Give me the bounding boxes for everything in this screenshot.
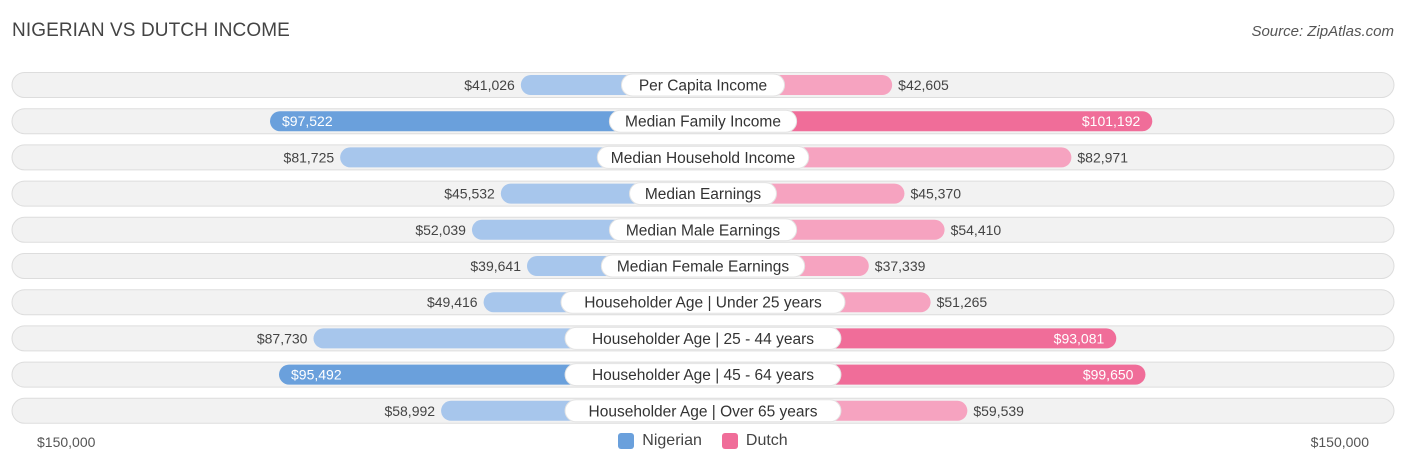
- category-pill-householder-age-over-65-years: [564, 399, 842, 423]
- chart-title: NIGERIAN VS DUTCH INCOME: [12, 20, 290, 41]
- value-label-nigerian-householder-age-over-65-years: $58,992: [384, 403, 435, 419]
- value-label-dutch-median-male-earnings: $54,410: [951, 222, 1002, 238]
- legend-item-dutch[interactable]: Dutch: [721, 432, 788, 450]
- legend-swatch-dutch: [721, 433, 738, 449]
- category-pill-householder-age-25-44-years: [564, 326, 842, 350]
- category-pill-median-family-income: [608, 109, 798, 133]
- value-label-dutch-householder-age-45-64-years: $99,650: [1083, 367, 1134, 383]
- value-label-dutch-median-household-income: $82,971: [1077, 149, 1128, 165]
- axis-right-label: $150,000: [1310, 434, 1369, 450]
- value-label-nigerian-median-family-income: $97,522: [282, 113, 333, 129]
- category-label-median-male-earnings: Median Male Earnings: [626, 222, 780, 239]
- value-label-dutch-householder-age-under-25-years: $51,265: [937, 294, 988, 310]
- value-label-dutch-median-earnings: $45,370: [910, 186, 961, 202]
- value-label-nigerian-median-household-income: $81,725: [284, 149, 335, 165]
- bar-dutch-median-family-income: [703, 111, 1153, 132]
- legend-item-nigerian[interactable]: Nigerian: [618, 432, 702, 450]
- category-pill-median-household-income: [596, 145, 810, 169]
- value-label-dutch-median-family-income: $101,192: [1082, 113, 1141, 129]
- category-label-median-female-earnings: Median Female Earnings: [617, 259, 790, 276]
- value-label-nigerian-householder-age-45-64-years: $95,492: [291, 367, 342, 383]
- legend: Nigerian Dutch: [0, 432, 1406, 450]
- category-label-householder-age-25-44-years: Householder Age | 25 - 44 years: [592, 331, 814, 348]
- axis-left-label: $150,000: [37, 434, 96, 450]
- category-pill-median-male-earnings: [608, 218, 798, 242]
- legend-swatch-nigerian: [618, 433, 635, 449]
- legend-label-nigerian: Nigerian: [642, 432, 702, 449]
- value-label-dutch-householder-age-25-44-years: $93,081: [1054, 330, 1105, 346]
- category-pill-per-capita-income: [620, 73, 786, 97]
- value-label-nigerian-median-male-earnings: $52,039: [415, 222, 466, 238]
- bar-nigerian-median-family-income: [270, 111, 703, 132]
- category-label-median-household-income: Median Household Income: [611, 150, 795, 167]
- category-label-householder-age-over-65-years: Householder Age | Over 65 years: [589, 403, 818, 420]
- value-label-nigerian-per-capita-income: $41,026: [464, 77, 515, 93]
- category-label-median-family-income: Median Family Income: [625, 114, 781, 131]
- category-pill-householder-age-45-64-years: [564, 363, 842, 387]
- category-label-householder-age-45-64-years: Householder Age | 45 - 64 years: [592, 367, 814, 384]
- legend-label-dutch: Dutch: [745, 432, 788, 449]
- value-label-nigerian-median-female-earnings: $39,641: [470, 258, 521, 274]
- value-label-nigerian-householder-age-25-44-years: $87,730: [257, 330, 308, 346]
- category-pill-median-female-earnings: [600, 254, 806, 278]
- category-label-householder-age-under-25-years: Householder Age | Under 25 years: [584, 295, 822, 312]
- value-label-nigerian-householder-age-under-25-years: $49,416: [427, 294, 478, 310]
- value-label-dutch-householder-age-over-65-years: $59,539: [973, 403, 1024, 419]
- category-pill-median-earnings: [629, 182, 777, 206]
- value-label-nigerian-median-earnings: $45,532: [444, 186, 495, 202]
- chart-source: Source: ZipAtlas.com: [1251, 23, 1394, 40]
- category-label-median-earnings: Median Earnings: [645, 186, 762, 203]
- category-label-per-capita-income: Per Capita Income: [639, 78, 767, 95]
- value-label-dutch-median-female-earnings: $37,339: [875, 258, 926, 274]
- category-pill-householder-age-under-25-years: [560, 290, 846, 314]
- value-label-dutch-per-capita-income: $42,605: [898, 77, 949, 93]
